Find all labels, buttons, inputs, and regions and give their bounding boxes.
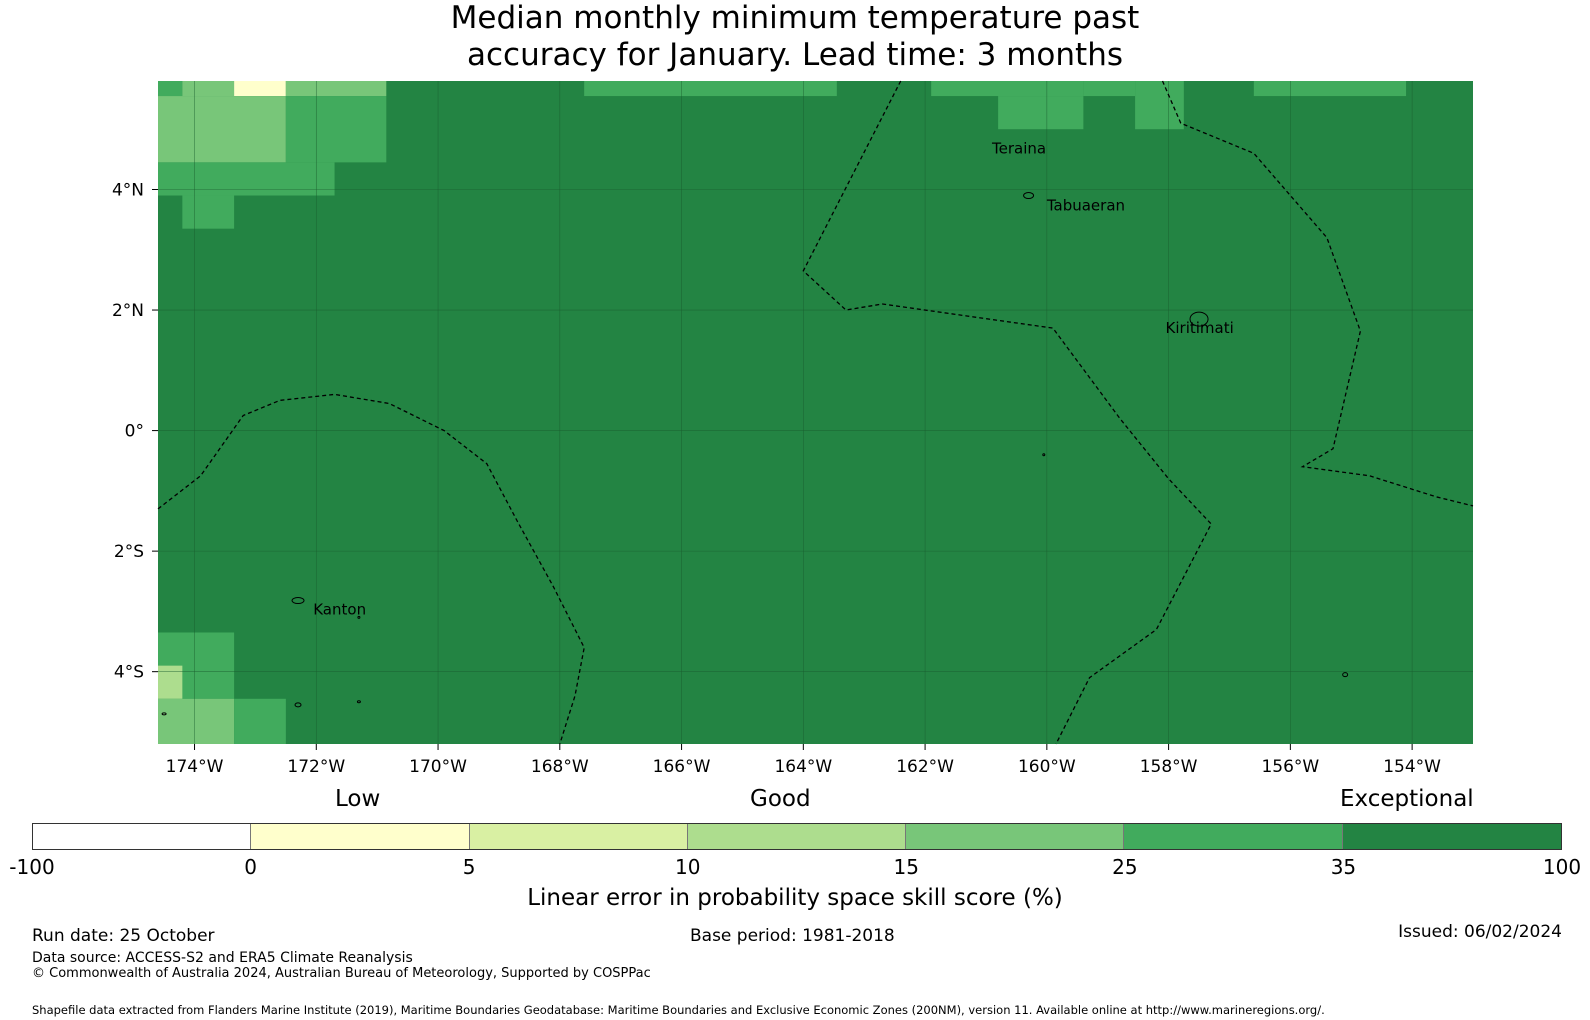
island-outline <box>161 712 167 716</box>
colorbar-tick-label: 10 <box>674 855 701 879</box>
skill-score-grid <box>158 81 1473 744</box>
map-title: Median monthly minimum temperature past … <box>0 0 1590 74</box>
copyright: © Commonwealth of Australia 2024, Austra… <box>32 966 651 981</box>
colorbar-tick-label: 5 <box>462 855 476 879</box>
grid-cell <box>182 195 235 229</box>
x-tick-label: 158°W <box>1140 757 1198 777</box>
title-line-2: accuracy for January. Lead time: 3 month… <box>466 37 1123 73</box>
x-tick-label: 164°W <box>774 757 832 777</box>
colorbar-label-exceptional: Exceptional <box>1340 786 1474 812</box>
graticule <box>158 81 1473 744</box>
colorbar-tick-label: 25 <box>1112 855 1138 879</box>
colorbar-tick-label: 15 <box>893 855 920 879</box>
data-source: Data source: ACCESS-S2 and ERA5 Climate … <box>32 950 413 966</box>
island-outline <box>1189 311 1209 327</box>
y-tick-label: 0° <box>125 422 144 442</box>
grid-cell <box>158 665 183 699</box>
grid-cell <box>1083 81 1136 97</box>
island-outline <box>294 702 302 708</box>
y-tick-label: 4°N <box>112 180 144 200</box>
island-outline <box>357 615 361 619</box>
title-line-1: Median monthly minimum temperature past <box>450 0 1140 36</box>
grid-cell <box>182 81 235 97</box>
place-label: Teraina <box>991 139 1046 157</box>
base-period: Base period: 1981-2018 <box>690 926 895 946</box>
colorbar-segment <box>906 824 1125 849</box>
colorbar-label-low: Low <box>335 786 381 812</box>
place-labels: Teraina Tabuaeran Kiritimati Kanton <box>313 139 1234 618</box>
x-tick-label: 154°W <box>1383 757 1441 777</box>
colorbar-segment <box>33 824 252 849</box>
grid-cell <box>234 698 286 744</box>
colorbar-tick-label: 0 <box>244 855 257 879</box>
y-tick-label: 2°N <box>112 301 144 321</box>
map-axes: 174°W 172°W 170°W 168°W 166°W 164°W 162°W 160°W… <box>112 180 1441 777</box>
x-tick-label: 172°W <box>287 757 345 777</box>
island-outline <box>1342 672 1349 678</box>
colorbar-segment <box>1342 824 1561 849</box>
colorbar-segment <box>469 824 688 849</box>
x-tick-label: 162°W <box>896 757 954 777</box>
grid-cell <box>285 96 387 163</box>
x-tick-label: 160°W <box>1018 757 1076 777</box>
issued-date: Issued: 06/02/2024 <box>1398 922 1562 942</box>
grid-cell <box>234 81 286 97</box>
eez-boundaries <box>157 80 1474 745</box>
grid-cell <box>1253 81 1407 97</box>
colorbar-tick-label: -100 <box>9 855 55 879</box>
colorbar-tick-label: 35 <box>1330 855 1357 879</box>
island-outline <box>356 700 361 704</box>
colorbar-title: Linear error in probability space skill … <box>527 885 1063 911</box>
colorbar-label-good: Good <box>750 786 811 812</box>
colorbar-tick-label: 100 <box>1542 855 1582 879</box>
colorbar-segment <box>687 824 907 849</box>
grid-cell <box>158 96 286 163</box>
eez-boundary-line <box>157 393 585 745</box>
colorbar <box>32 823 1562 850</box>
eez-boundary-line <box>1161 80 1474 507</box>
grid-cell <box>285 81 387 97</box>
grid-cell <box>1135 81 1184 130</box>
x-tick-label: 168°W <box>531 757 589 777</box>
grid-cell <box>158 698 235 744</box>
shapefile-credit: Shapefile data extracted from Flanders M… <box>32 1003 1325 1017</box>
colorbar-segment <box>1124 824 1343 849</box>
place-label: Kanton <box>313 600 366 618</box>
x-tick-label: 166°W <box>653 757 711 777</box>
place-label: Kiritimati <box>1166 319 1234 337</box>
colorbar-segment <box>251 824 470 849</box>
grid-cell <box>931 81 1084 97</box>
y-tick-label: 2°S <box>114 542 144 562</box>
x-tick-label: 170°W <box>409 757 467 777</box>
island-outline <box>291 597 305 605</box>
eez-boundary-line <box>802 80 1212 745</box>
x-tick-label: 174°W <box>166 757 224 777</box>
grid-cell <box>998 96 1084 130</box>
y-tick-label: 4°S <box>114 663 144 683</box>
place-label: Tabuaeran <box>1046 197 1125 215</box>
island-outline <box>1023 192 1035 200</box>
x-tick-label: 156°W <box>1261 757 1319 777</box>
map-background-cell <box>158 81 1473 744</box>
grid-cell <box>158 162 335 196</box>
grid-cell <box>584 81 837 97</box>
island-outlines <box>161 192 1349 716</box>
island-outline <box>1042 453 1046 457</box>
run-date: Run date: 25 October <box>32 926 215 946</box>
grid-cell <box>158 81 183 97</box>
